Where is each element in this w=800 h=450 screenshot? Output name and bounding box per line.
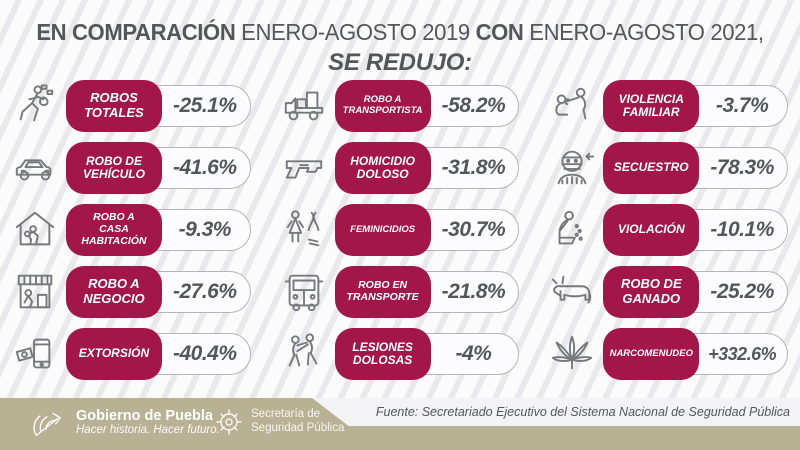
- bus-icon: [281, 269, 327, 315]
- secretaria-medallion-icon: [216, 409, 242, 435]
- stat-item: ROBO A NEGOCIO -27.6%: [12, 266, 251, 318]
- crime-label: ROBO A NEGOCIO: [66, 266, 162, 318]
- stat-pill: EXTORSIÓN -40.4%: [66, 328, 251, 380]
- stat-item: ROBO A TRANSPORTISTA -58.2%: [281, 80, 520, 132]
- stat-item: EXTORSIÓN -40.4%: [12, 328, 251, 380]
- percent-value: -41.6%: [173, 156, 237, 179]
- stat-pill: VIOLACIÓN -10.1%: [603, 204, 788, 256]
- crime-label: ROBO DE VEHÍCULO: [66, 142, 162, 194]
- crime-label: HOMICIDIO DOLOSO: [334, 142, 431, 194]
- percent-value: -78.3%: [710, 156, 774, 179]
- woman-ribbon-icon: [281, 207, 327, 253]
- stat-pill: ROBO A CASA HABITACIÓN -9.3%: [66, 204, 251, 256]
- crime-label: EXTORSIÓN: [66, 328, 162, 380]
- stat-item: VIOLACIÓN -10.1%: [549, 204, 788, 256]
- crime-label: SECUESTRO: [603, 142, 700, 194]
- kneeling-victim-icon: [549, 207, 595, 253]
- title-segment: ENERO-AGOSTO 2021,: [529, 19, 764, 45]
- title-segment: EN COMPARACIÓN: [36, 19, 242, 45]
- secretariat-text: Secretaría de Seguridad Pública: [251, 408, 344, 436]
- percent-value: +332.6%: [708, 343, 777, 364]
- stat-pill: LESIONES DOLOSAS -4%: [334, 328, 520, 380]
- crime-label: ROBO EN TRANSPORTE: [334, 266, 431, 318]
- gov-name: Gobierno de Puebla: [76, 407, 213, 424]
- gun-icon: [281, 145, 327, 191]
- secretariat-line-1: Secretaría de: [251, 408, 321, 421]
- source-note: Fuente: Secretariado Ejecutivo del Siste…: [312, 398, 800, 426]
- stat-item: LESIONES DOLOSAS -4%: [281, 328, 520, 380]
- stat-item: VIOLENCIA FAMILIAR -3.7%: [549, 80, 788, 132]
- percent-value: -31.8%: [441, 156, 506, 179]
- stat-pill: FEMINICIDIOS -30.7%: [334, 204, 520, 256]
- title-segment: CON: [475, 19, 530, 45]
- stat-pill: ROBO A NEGOCIO -27.6%: [66, 266, 251, 318]
- stat-pill: SECUESTRO -78.3%: [603, 142, 788, 194]
- stat-item: ROBOS TOTALES -25.1%: [12, 80, 251, 132]
- crime-label: ROBOS TOTALES: [66, 80, 162, 132]
- gov-text: Gobierno de Puebla Hacer historia. Hacer…: [76, 408, 220, 438]
- secretaria-seguridad-logo-block: Secretaría de Seguridad Pública: [214, 407, 344, 437]
- percent-value: -21.8%: [441, 280, 506, 303]
- stat-pill: ROBO EN TRANSPORTE -21.8%: [334, 266, 520, 318]
- stat-pill: ROBO DE VEHÍCULO -41.6%: [66, 142, 251, 194]
- car-icon: [12, 145, 58, 191]
- fight-icon: [281, 331, 327, 377]
- cow-icon: [549, 269, 595, 315]
- percent-value: -58.2%: [441, 94, 506, 117]
- thief-running-icon: [12, 83, 58, 129]
- stat-item: ROBO EN TRANSPORTE -21.8%: [281, 266, 520, 318]
- crime-label: ROBO DE GANADO: [603, 266, 700, 318]
- stat-pill: HOMICIDIO DOLOSO -31.8%: [334, 142, 520, 194]
- stat-pill: VIOLENCIA FAMILIAR -3.7%: [603, 80, 788, 132]
- store-burglar-icon: [12, 269, 58, 315]
- percent-value: -25.2%: [710, 280, 774, 303]
- crime-label: ROBO A TRANSPORTISTA: [334, 80, 431, 132]
- stat-item: FEMINICIDIOS -30.7%: [281, 204, 520, 256]
- footer-bar: Fuente: Secretariado Ejecutivo del Siste…: [0, 398, 800, 450]
- crime-label: NARCOMENUDEO: [603, 328, 700, 380]
- house-burglar-icon: [12, 207, 58, 253]
- percent-value: -30.7%: [441, 218, 506, 241]
- percent-value: -3.7%: [715, 94, 769, 117]
- stat-pill: ROBOS TOTALES -25.1%: [66, 80, 251, 132]
- title-line-1: EN COMPARACIÓN ENERO-AGOSTO 2019 CON ENE…: [16, 19, 784, 46]
- stat-item: SECUESTRO -78.3%: [549, 142, 788, 194]
- stat-item: ROBO DE GANADO -25.2%: [549, 266, 788, 318]
- cannabis-icon: [549, 331, 595, 377]
- money-phone-icon: [12, 331, 58, 377]
- crime-label: ROBO A CASA HABITACIÓN: [66, 204, 162, 256]
- stat-item: NARCOMENUDEO +332.6%: [549, 328, 788, 380]
- stat-pill: NARCOMENUDEO +332.6%: [603, 328, 788, 380]
- crime-label: VIOLENCIA FAMILIAR: [603, 80, 700, 132]
- stat-pill: ROBO A TRANSPORTISTA -58.2%: [334, 80, 520, 132]
- stats-grid: ROBOS TOTALES -25.1% ROBO A TRANSPORTISTA -…: [12, 80, 788, 380]
- percent-value: -4%: [455, 342, 492, 365]
- crime-label: FEMINICIDIOS: [334, 204, 431, 256]
- gov-tagline: Hacer historia. Hacer futuro.: [76, 424, 220, 437]
- stat-pill: ROBO DE GANADO -25.2%: [603, 266, 788, 318]
- stat-item: HOMICIDIO DOLOSO -31.8%: [281, 142, 520, 194]
- secretariat-line-2: Seguridad Pública: [251, 422, 345, 434]
- gobierno-de-puebla-logo-block: Gobierno de Puebla Hacer historia. Hacer…: [26, 403, 220, 443]
- crime-label: VIOLACIÓN: [603, 204, 700, 256]
- stat-item: ROBO A CASA HABITACIÓN -9.3%: [12, 204, 251, 256]
- percent-value: -9.3%: [178, 218, 232, 241]
- percent-value: -10.1%: [710, 218, 774, 241]
- percent-value: -27.6%: [173, 280, 237, 303]
- percent-value: -25.1%: [173, 94, 237, 117]
- title-line-2: SE REDUJO:: [328, 49, 472, 76]
- page-title: EN COMPARACIÓN ENERO-AGOSTO 2019 CON ENE…: [0, 19, 800, 77]
- kidnapper-icon: [549, 145, 595, 191]
- truck-icon: [281, 83, 327, 129]
- title-segment: ENERO-AGOSTO 2019: [241, 19, 476, 45]
- crime-label: LESIONES DOLOSAS: [334, 328, 431, 380]
- family-violence-icon: [549, 83, 595, 129]
- percent-value: -40.4%: [173, 342, 237, 365]
- puebla-emblem-icon: [33, 412, 61, 436]
- stat-item: ROBO DE VEHÍCULO -41.6%: [12, 142, 251, 194]
